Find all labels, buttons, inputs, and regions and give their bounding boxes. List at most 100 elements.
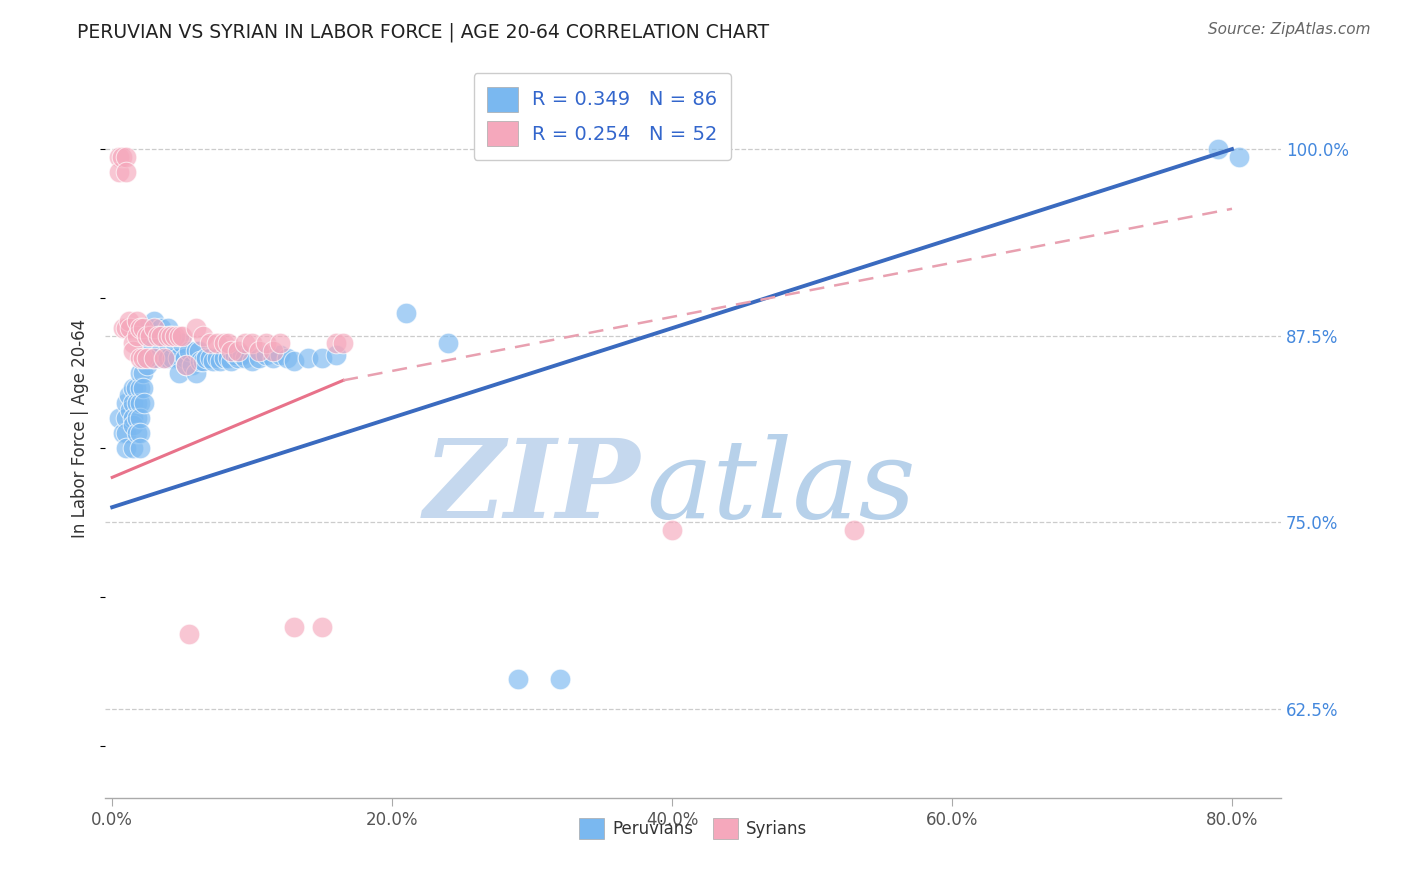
Point	[437, 336, 460, 351]
Point	[112, 321, 135, 335]
Point	[1206, 142, 1229, 156]
Point	[122, 410, 145, 425]
Point	[108, 164, 131, 178]
Point	[129, 425, 152, 440]
Point	[118, 314, 141, 328]
Point	[162, 351, 184, 365]
Legend: Peruvians, Syrians: Peruvians, Syrians	[572, 812, 814, 846]
Point	[262, 343, 284, 358]
Point	[112, 425, 135, 440]
Point	[118, 388, 141, 402]
Point	[146, 328, 169, 343]
Point	[167, 351, 190, 365]
Point	[172, 336, 194, 351]
Point	[233, 351, 256, 365]
Point	[176, 359, 198, 373]
Point	[325, 348, 347, 362]
Y-axis label: In Labor Force | Age 20-64: In Labor Force | Age 20-64	[72, 319, 89, 539]
Point	[311, 619, 333, 633]
Point	[115, 321, 138, 335]
Point	[115, 441, 138, 455]
Point	[136, 328, 159, 343]
Point	[134, 396, 156, 410]
Point	[198, 351, 221, 365]
Point	[332, 336, 354, 351]
Point	[157, 328, 180, 343]
Point	[165, 328, 187, 343]
Point	[283, 354, 305, 368]
Point	[262, 351, 284, 365]
Point	[153, 328, 176, 343]
Point	[217, 336, 239, 351]
Point	[169, 328, 191, 343]
Point	[129, 351, 152, 365]
Point	[127, 396, 149, 410]
Point	[190, 354, 212, 368]
Point	[172, 328, 194, 343]
Point	[132, 321, 155, 335]
Text: atlas: atlas	[645, 434, 915, 541]
Point	[548, 672, 571, 686]
Point	[122, 396, 145, 410]
Point	[205, 336, 228, 351]
Point	[276, 351, 298, 365]
Point	[508, 672, 530, 686]
Point	[160, 328, 183, 343]
Point	[231, 348, 253, 362]
Point	[219, 354, 242, 368]
Point	[157, 336, 180, 351]
Point	[132, 351, 155, 365]
Point	[122, 336, 145, 351]
Point	[212, 336, 235, 351]
Point	[115, 410, 138, 425]
Point	[139, 328, 162, 343]
Point	[150, 343, 173, 358]
Point	[311, 351, 333, 365]
Point	[108, 150, 131, 164]
Point	[122, 381, 145, 395]
Point	[842, 523, 865, 537]
Point	[188, 343, 211, 358]
Point	[283, 619, 305, 633]
Point	[181, 359, 204, 373]
Point	[233, 336, 256, 351]
Point	[150, 321, 173, 335]
Point	[212, 351, 235, 365]
Point	[127, 410, 149, 425]
Text: PERUVIAN VS SYRIAN IN LABOR FORCE | AGE 20-64 CORRELATION CHART: PERUVIAN VS SYRIAN IN LABOR FORCE | AGE …	[77, 22, 769, 42]
Point	[143, 321, 166, 335]
Point	[201, 354, 224, 368]
Point	[122, 418, 145, 433]
Point	[186, 343, 208, 358]
Point	[174, 351, 197, 365]
Point	[179, 343, 201, 358]
Point	[148, 328, 170, 343]
Point	[157, 351, 180, 365]
Point	[155, 351, 177, 365]
Point	[165, 336, 187, 351]
Point	[129, 396, 152, 410]
Point	[169, 366, 191, 380]
Point	[217, 351, 239, 365]
Point	[127, 328, 149, 343]
Point	[115, 396, 138, 410]
Point	[325, 336, 347, 351]
Point	[129, 381, 152, 395]
Point	[143, 314, 166, 328]
Point	[247, 351, 270, 365]
Point	[129, 410, 152, 425]
Point	[193, 328, 215, 343]
Point	[153, 351, 176, 365]
Point	[179, 627, 201, 641]
Point	[127, 425, 149, 440]
Point	[226, 351, 249, 365]
Point	[254, 336, 277, 351]
Point	[224, 348, 246, 362]
Point	[111, 150, 134, 164]
Point	[120, 321, 142, 335]
Point	[141, 351, 163, 365]
Point	[269, 348, 291, 362]
Point	[115, 150, 138, 164]
Point	[143, 328, 166, 343]
Point	[247, 343, 270, 358]
